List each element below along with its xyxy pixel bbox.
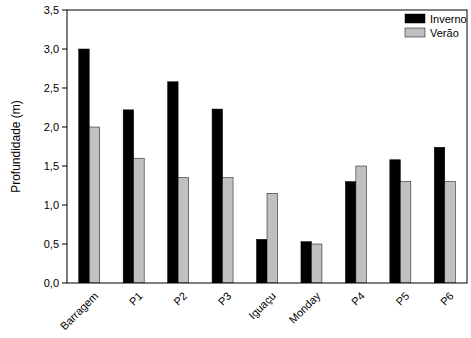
y-axis-label: Profundidade (m) (9, 100, 23, 193)
legend: Inverno Verão (405, 13, 467, 39)
y-tick (62, 244, 67, 245)
y-tick (62, 127, 67, 128)
bar (79, 49, 90, 283)
x-tick-label: Barragem (58, 290, 101, 333)
bar (223, 178, 234, 283)
y-tick-label: 0,0 (44, 277, 59, 289)
y-tick-label: 3,5 (44, 4, 59, 16)
x-tick-label: P6 (438, 290, 456, 308)
x-tick-label: P4 (349, 290, 367, 308)
legend-label: Inverno (430, 13, 467, 25)
x-tick-label: P2 (171, 290, 189, 308)
chart: 0,0 0,5 1,0 1,5 2,0 2,5 3,0 3,5 Barragem P1 P2 P3 Ig… (0, 0, 471, 338)
bar (356, 166, 367, 283)
y-tick-label: 3,0 (44, 43, 59, 55)
y-tick-label: 1,5 (44, 160, 59, 172)
y-tick-label: 1,0 (44, 199, 59, 211)
x-tick-label: Iguaçu (246, 290, 278, 322)
y-tick-label: 0,5 (44, 238, 59, 250)
y-tick (62, 283, 67, 284)
x-tick-label: P3 (216, 290, 234, 308)
legend-swatch (405, 14, 425, 23)
bar (212, 109, 223, 283)
y-tick (62, 10, 67, 11)
y-tick (62, 88, 67, 89)
x-tick-label: Monday (286, 289, 323, 326)
bar (345, 182, 356, 283)
y-tick (62, 205, 67, 206)
bar (390, 160, 401, 283)
legend-label: Verão (430, 27, 459, 39)
bar (301, 242, 312, 283)
bar (89, 127, 100, 283)
x-tick-label: P1 (127, 290, 145, 308)
bar (311, 244, 322, 283)
bar (168, 82, 179, 283)
bar (123, 110, 133, 283)
x-tick-label: P5 (393, 290, 411, 308)
legend-swatch (405, 28, 425, 37)
y-tick (62, 49, 67, 50)
bar (267, 193, 278, 283)
bars (79, 49, 456, 283)
plot-frame (67, 10, 467, 283)
y-tick (62, 166, 67, 167)
bar (178, 178, 189, 283)
bar (257, 239, 268, 283)
y-tick-label: 2,5 (44, 82, 59, 94)
bar (434, 147, 445, 283)
bar (445, 182, 456, 283)
bar (134, 158, 145, 283)
y-tick-label: 2,0 (44, 121, 59, 133)
bar (400, 182, 411, 283)
